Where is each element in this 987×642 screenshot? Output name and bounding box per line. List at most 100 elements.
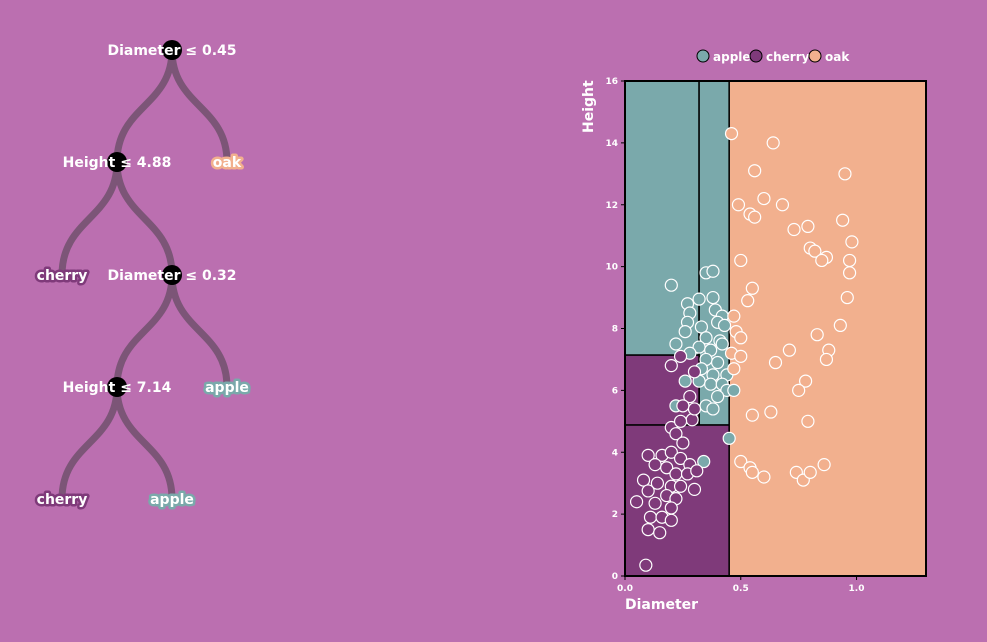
point-apple — [699, 331, 713, 345]
split-node — [107, 377, 127, 397]
point-apple — [706, 402, 720, 416]
point-oak — [801, 414, 815, 428]
point-cherry — [664, 359, 678, 373]
point-cherry — [683, 389, 697, 404]
point-oak — [734, 454, 748, 469]
tree-link — [113, 271, 176, 391]
point-cherry — [641, 522, 655, 537]
point-cherry — [673, 349, 688, 363]
tree-link — [113, 158, 176, 279]
point-apple — [704, 377, 718, 391]
point-oak — [757, 191, 771, 206]
region-oak — [728, 80, 927, 577]
point-oak — [731, 198, 746, 212]
y-tick-label: 12 — [605, 201, 618, 211]
point-oak — [734, 253, 748, 268]
point-oak — [798, 374, 813, 388]
y-tick-label: 14 — [605, 139, 618, 149]
tree-link — [58, 158, 121, 279]
split-label: Height ≤ 7.14 — [63, 380, 172, 396]
legend-label-apple: apple — [713, 50, 751, 64]
y-axis: 0 2 4 6 8 10 12 14 16 — [605, 77, 625, 582]
y-tick-label: 2 — [612, 510, 618, 520]
point-oak — [817, 458, 831, 472]
point-cherry — [664, 513, 678, 527]
point-cherry — [685, 413, 699, 427]
point-cherry — [676, 399, 690, 413]
legend-swatch-apple — [696, 49, 710, 63]
legend-swatch-oak — [808, 49, 822, 63]
point-cherry — [664, 501, 678, 515]
point-apple — [711, 389, 725, 404]
point-apple — [715, 337, 729, 351]
split-node — [162, 40, 182, 60]
point-cherry — [650, 476, 665, 490]
legend-label-oak: oak — [825, 50, 850, 64]
point-apple — [706, 264, 720, 278]
point-oak — [741, 294, 755, 308]
split-label: Diameter ≤ 0.45 — [107, 43, 236, 59]
point-oak — [766, 136, 780, 150]
point-cherry — [676, 436, 690, 450]
split-label: Height ≤ 4.88 — [63, 155, 172, 171]
point-oak — [787, 222, 801, 237]
point-oak — [745, 281, 759, 295]
leaf-label: apple — [205, 380, 249, 396]
legend-swatch-cherry — [749, 49, 763, 63]
point-oak — [734, 331, 748, 345]
point-oak — [745, 465, 759, 479]
legend: apple cherry oak — [696, 49, 850, 64]
point-cherry — [687, 482, 702, 496]
tree-link — [168, 46, 231, 166]
point-cherry — [643, 510, 658, 524]
point-oak — [842, 266, 857, 280]
region-cherry — [624, 354, 700, 426]
point-oak — [757, 470, 771, 484]
tree-link — [168, 271, 231, 391]
point-oak — [838, 167, 852, 181]
point-cherry — [669, 427, 683, 441]
point-oak — [745, 408, 759, 422]
point-apple — [669, 337, 683, 351]
point-oak — [775, 198, 790, 212]
point-cherry — [639, 558, 653, 572]
point-cherry — [653, 526, 667, 540]
point-oak — [815, 253, 829, 268]
leaf-label: apple — [150, 492, 194, 508]
x-tick-label: 1.0 — [849, 584, 865, 594]
decision-tree: Diameter ≤ 0.45 Height ≤ 4.88 oak cherry Dia… — [34, 40, 251, 511]
leaf-label: oak — [213, 155, 242, 171]
point-oak — [727, 309, 741, 323]
y-tick-label: 4 — [612, 448, 618, 458]
point-cherry — [673, 479, 688, 493]
point-oak — [845, 235, 859, 249]
tree-link — [58, 383, 121, 503]
tree-link — [113, 383, 176, 503]
split-node — [107, 152, 127, 172]
tree-links — [58, 46, 231, 503]
point-oak — [727, 362, 741, 376]
point-oak — [768, 355, 783, 370]
x-tick-label: 0.0 — [617, 584, 633, 594]
point-apple — [722, 431, 736, 445]
y-tick-label: 10 — [605, 263, 618, 273]
x-tick-label: 0.5 — [733, 584, 749, 594]
point-apple — [694, 320, 709, 334]
point-cherry — [660, 461, 674, 475]
point-oak — [748, 164, 762, 178]
point-apple — [697, 454, 711, 469]
point-oak — [842, 253, 857, 268]
split-label: Diameter ≤ 0.32 — [107, 268, 236, 284]
point-oak — [836, 213, 850, 227]
point-oak — [792, 383, 806, 397]
point-cherry — [673, 451, 688, 466]
tree-nodes: Diameter ≤ 0.45 Height ≤ 4.88 oak cherry Dia… — [34, 40, 251, 511]
point-cherry — [641, 448, 655, 462]
point-cherry — [687, 365, 702, 379]
point-apple — [706, 290, 720, 305]
point-cherry — [648, 496, 662, 510]
point-apple — [717, 318, 732, 333]
point-cherry — [641, 484, 655, 498]
